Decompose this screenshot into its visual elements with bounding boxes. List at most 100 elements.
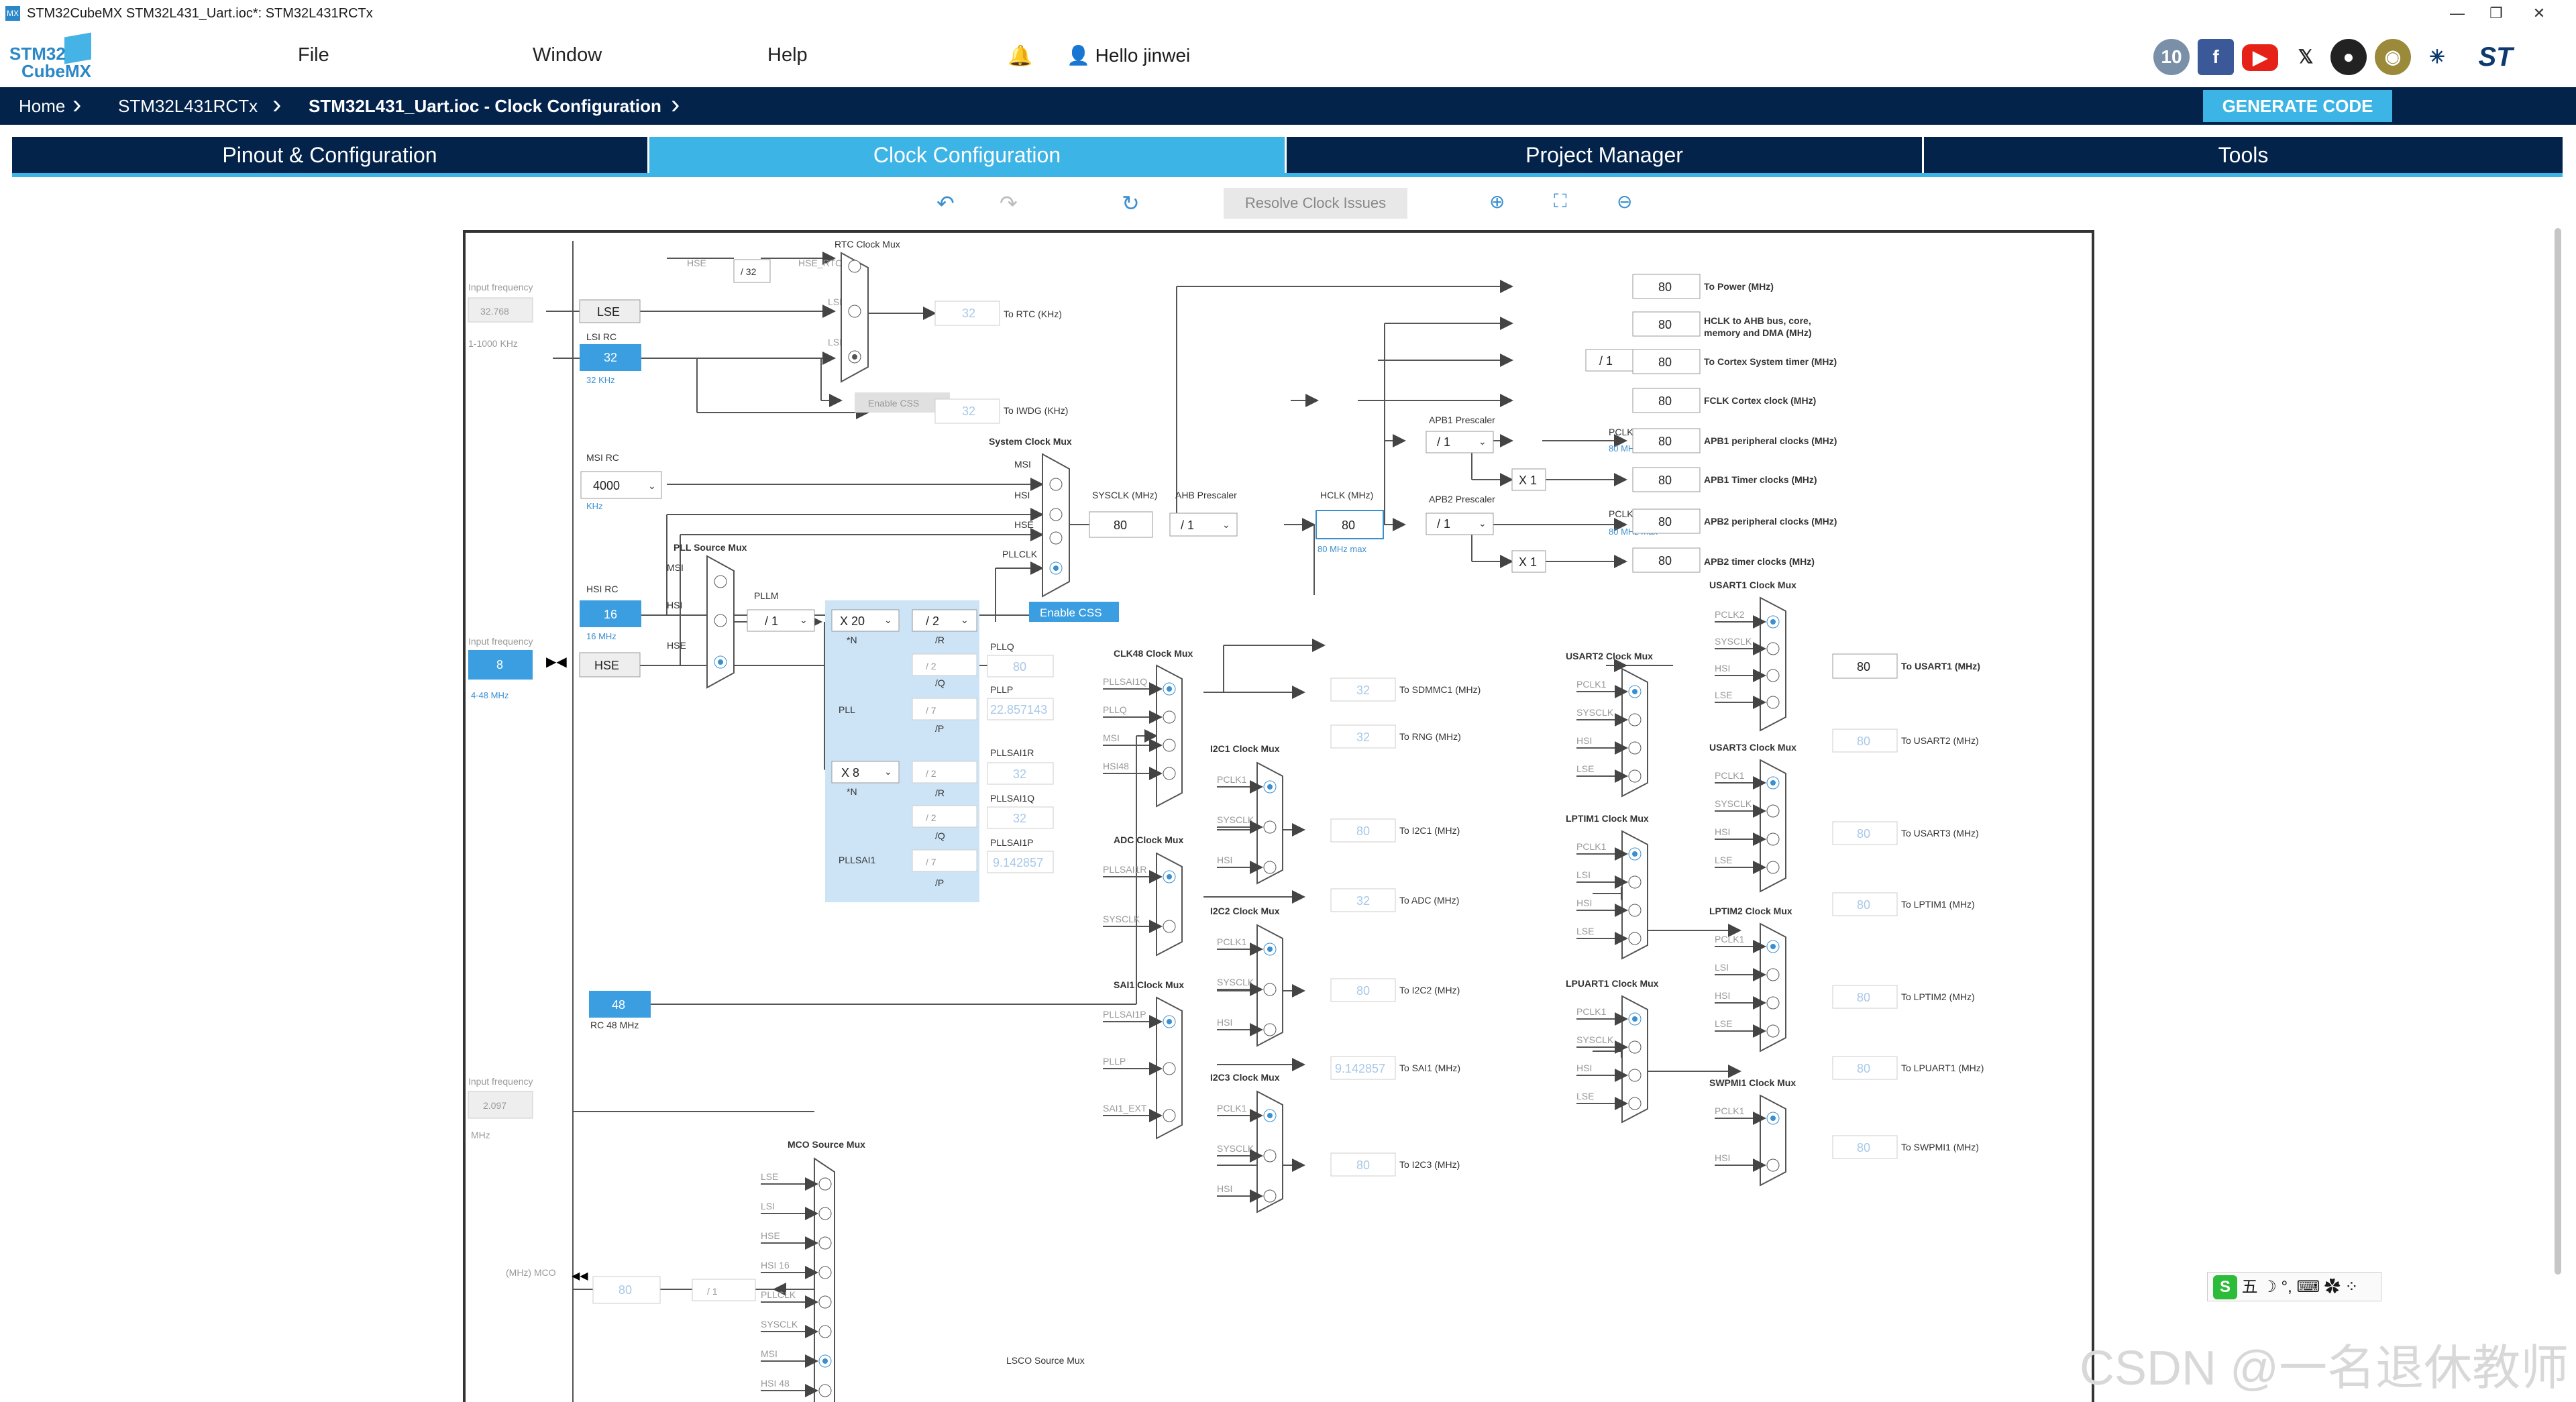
menu-window[interactable]: Window [533,44,602,66]
breadcrumb-chip[interactable]: STM32L431RCTx [118,96,258,116]
usart1-inputs-radio[interactable] [1766,669,1780,682]
pllsai1r-output-box[interactable] [987,762,1054,785]
pllsai1q-select[interactable] [912,805,977,828]
lptim1-inputs-radio[interactable] [1628,875,1642,889]
lptim2-inputs-radio[interactable] [1766,996,1780,1010]
usart3-inputs-radio[interactable] [1766,861,1780,874]
enable-css-button[interactable] [1029,602,1119,622]
bell-icon[interactable]: 🔔 [1008,45,1033,67]
pllm-select[interactable] [747,609,815,632]
apb1-timer-output-box[interactable] [1632,467,1701,492]
menu-file[interactable]: File [298,44,329,66]
i2c3-inputs-radio[interactable] [1263,1189,1277,1203]
tab-project[interactable]: Project Manager [1287,137,1924,173]
generate-code-button[interactable]: GENERATE CODE [2203,90,2392,122]
github-icon[interactable]: ● [2330,39,2367,75]
ahb-output-box[interactable] [1632,311,1701,337]
close-button[interactable]: ✕ [2532,5,2546,21]
restore-button[interactable]: ❐ [2489,5,2503,21]
adc-inputs-radio[interactable] [1163,920,1176,933]
sysmux-radio-hsi[interactable] [1049,508,1063,521]
usart3-inputs-radio[interactable] [1766,832,1780,846]
pllsai1p-select[interactable] [912,849,977,872]
sai1-inputs-radio[interactable] [1163,1109,1176,1122]
sai1-inputs-radio[interactable] [1163,1062,1176,1075]
network-icon[interactable]: ✳ [2419,39,2455,75]
tab-clock[interactable]: Clock Configuration [649,137,1287,173]
usart2-inputs-radio[interactable] [1628,713,1642,726]
mco-inputs-radio[interactable] [818,1236,832,1250]
msi-rc-select[interactable] [580,471,662,499]
resolve-clock-issues-button[interactable]: Resolve Clock Issues [1224,188,1407,219]
pllp-output-box[interactable] [987,698,1054,720]
youtube-icon[interactable]: ▶ [2242,44,2278,71]
menu-help[interactable]: Help [767,44,808,66]
hclk-input[interactable] [1316,510,1384,539]
apb1-periph-output-box[interactable] [1632,428,1701,453]
undo-icon[interactable]: ↶ [936,191,955,215]
sdmmc1-output-box[interactable] [1330,678,1396,702]
pllp-div-select[interactable] [912,698,977,720]
swpmi1-inputs-radio[interactable] [1766,1158,1780,1172]
enable-css-rtc-button[interactable] [855,392,950,413]
refresh-icon[interactable]: ↻ [1122,191,1140,215]
mco-output-box[interactable] [592,1276,661,1304]
usart1-inputs-radio[interactable] [1766,696,1780,709]
mco-inputs-radio[interactable] [818,1295,832,1309]
breadcrumb-current[interactable]: STM32L431_Uart.ioc - Clock Configuration [309,96,661,116]
sysmux-radio-hse[interactable] [1049,531,1063,545]
iwdg-output-box[interactable] [934,398,1000,424]
lptim1-inputs-radio[interactable] [1628,932,1642,945]
usart3-inputs-radio[interactable] [1766,804,1780,818]
pllr-select[interactable] [912,609,977,632]
usart1-output-box[interactable] [1832,653,1898,679]
rtc-mux-radio-lse[interactable] [848,305,861,318]
usart2-output-box[interactable] [1832,729,1898,753]
plln-select[interactable] [831,609,900,632]
usart2-inputs-radio[interactable] [1628,741,1642,755]
st-logo-icon[interactable]: ST [2462,39,2529,75]
pllsai1p-output-box[interactable] [987,851,1054,873]
lptim2-inputs-radio[interactable] [1766,968,1780,981]
lptim2-output-box[interactable] [1832,985,1898,1009]
lpuart1-inputs-radio[interactable] [1628,1069,1642,1082]
lpuart1-inputs-radio[interactable] [1628,1097,1642,1110]
apb2-periph-output-box[interactable] [1632,508,1701,534]
rtc-mux-radio-hse[interactable] [848,260,861,273]
i2c1-inputs-radio[interactable] [1263,820,1277,834]
cortex-output-box[interactable] [1632,349,1701,374]
user-menu[interactable]: 👤 Hello jinwei [1067,44,1190,66]
mco-div-select[interactable] [692,1279,756,1301]
lpuart1-inputs-radio[interactable] [1628,1040,1642,1054]
vertical-scrollbar[interactable] [2555,228,2561,1275]
i2c3-output-box[interactable] [1330,1152,1396,1177]
lptim2-inputs-radio[interactable] [1766,1024,1780,1038]
usart2-inputs-radio[interactable] [1628,769,1642,783]
lptim1-output-box[interactable] [1832,892,1898,916]
minimize-button[interactable]: — [2450,5,2465,21]
anniversary-icon[interactable]: 10 [2153,39,2190,75]
pllq-div-select[interactable] [912,653,977,676]
mco-inputs-radio[interactable] [818,1207,832,1220]
mco-inputs-radio[interactable] [818,1384,832,1397]
pllmux-radio-hsi[interactable] [714,614,727,627]
clk48-inputs-radio[interactable] [1163,739,1176,752]
x-icon[interactable]: 𝕏 [2288,39,2324,75]
rng-output-box[interactable] [1330,724,1396,749]
power-output-box[interactable] [1632,274,1701,299]
usart1-inputs-radio[interactable] [1766,642,1780,655]
i2c2-inputs-radio[interactable] [1263,983,1277,996]
apb1-prescaler-select[interactable] [1426,431,1494,453]
sai1-output-box[interactable] [1330,1056,1396,1080]
pllsai1r-select[interactable] [912,761,977,784]
mco-inputs-radio[interactable] [818,1325,832,1338]
i2c2-output-box[interactable] [1330,978,1396,1002]
zoom-out-icon[interactable]: ⊖ [1617,191,1633,212]
redo-icon[interactable]: ↷ [1000,191,1018,215]
adc-output-box[interactable] [1330,888,1396,912]
pllmux-radio-msi[interactable] [714,575,727,588]
mco-inputs-radio[interactable] [818,1266,832,1279]
tab-tools[interactable]: Tools [2218,143,2269,167]
apb2-prescaler-select[interactable] [1426,513,1494,535]
pllsai1n-select[interactable] [831,761,900,784]
